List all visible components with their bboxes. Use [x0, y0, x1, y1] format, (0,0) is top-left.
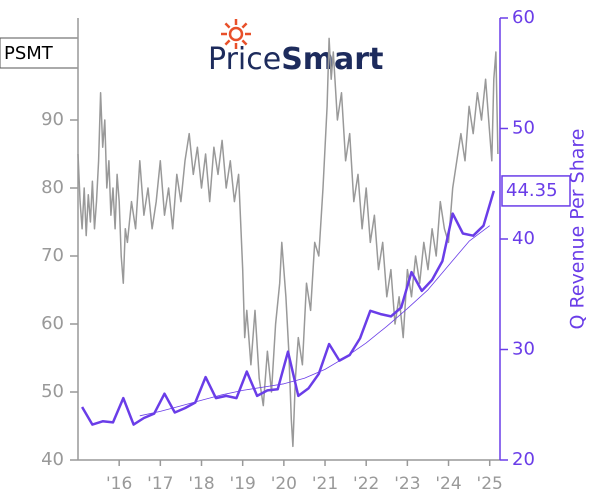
y-tick-label: 60: [41, 313, 64, 334]
y-tick-label: 40: [41, 449, 64, 470]
series-line: [77, 37, 499, 448]
x-tick-label: '24: [435, 474, 461, 494]
logo-sun: [221, 19, 251, 49]
ticker: PSMT: [4, 43, 54, 64]
x-tick-label: '20: [271, 474, 297, 494]
y-tick-label: 80: [41, 177, 64, 198]
value-label-box: [501, 175, 571, 207]
series-line: [81, 190, 495, 426]
x-tick-label: '25: [477, 474, 503, 494]
y2-tick-label: 50: [512, 118, 535, 139]
x-tick-label: '19: [230, 474, 256, 494]
y2-tick-label: 60: [512, 7, 535, 28]
logo-text: PriceSmart: [208, 42, 383, 77]
y2-tick-label: 40: [512, 228, 535, 249]
series-line: [139, 225, 490, 417]
x-tick-label: '22: [353, 474, 379, 494]
x-tick-label: '16: [106, 474, 132, 494]
value-label: 44.35: [506, 180, 558, 201]
y-tick-label: 50: [41, 381, 64, 402]
y-tick-label: 70: [41, 245, 64, 266]
x-tick-label: '23: [394, 474, 420, 494]
y-tick-label: 90: [41, 109, 64, 130]
logo-part: Price: [208, 42, 281, 77]
x-tick-label: '17: [147, 474, 173, 494]
x-tick-label: '21: [312, 474, 338, 494]
y2-tick-label: 20: [512, 449, 535, 470]
y2-axis-label: Q Revenue Per Share: [567, 129, 589, 330]
y2-tick-label: 30: [512, 339, 535, 360]
x-tick-label: '18: [188, 474, 214, 494]
